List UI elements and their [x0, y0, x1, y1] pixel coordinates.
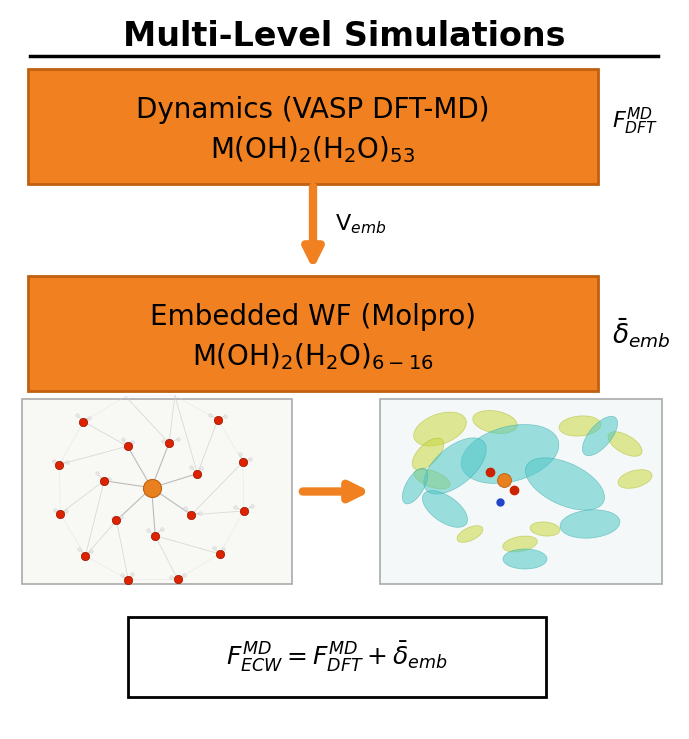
- Text: Embedded WF (Molpro): Embedded WF (Molpro): [150, 304, 476, 331]
- Ellipse shape: [414, 469, 450, 489]
- Text: Dynamics (VASP DFT-MD): Dynamics (VASP DFT-MD): [136, 96, 490, 124]
- Ellipse shape: [560, 510, 620, 538]
- Text: M(OH)$_2$(H$_2$O)$_{6-16}$: M(OH)$_2$(H$_2$O)$_{6-16}$: [192, 341, 434, 372]
- Ellipse shape: [422, 491, 468, 528]
- Ellipse shape: [618, 469, 652, 488]
- Ellipse shape: [559, 416, 601, 436]
- Ellipse shape: [413, 412, 466, 446]
- Text: V$_{emb}$: V$_{emb}$: [335, 212, 387, 236]
- Bar: [22, 399, 292, 584]
- Ellipse shape: [503, 536, 537, 552]
- Ellipse shape: [608, 432, 642, 456]
- Ellipse shape: [412, 438, 444, 470]
- Bar: [28, 69, 598, 184]
- Ellipse shape: [461, 424, 559, 483]
- Bar: [380, 399, 662, 584]
- Ellipse shape: [473, 410, 517, 434]
- Ellipse shape: [582, 416, 617, 456]
- Ellipse shape: [402, 468, 428, 504]
- Bar: [128, 617, 546, 697]
- Ellipse shape: [526, 458, 604, 510]
- Text: Multi-Level Simulations: Multi-Level Simulations: [123, 19, 565, 52]
- Text: $F_{DFT}^{MD}$: $F_{DFT}^{MD}$: [612, 106, 658, 137]
- Text: $\bar{\delta}_{emb}$: $\bar{\delta}_{emb}$: [612, 316, 670, 350]
- Ellipse shape: [530, 522, 560, 536]
- Ellipse shape: [503, 549, 547, 569]
- Text: $F_{ECW}^{MD} = F_{DFT}^{MD} + \bar{\delta}_{emb}$: $F_{ECW}^{MD} = F_{DFT}^{MD} + \bar{\del…: [226, 640, 448, 674]
- Ellipse shape: [457, 525, 483, 542]
- Ellipse shape: [424, 437, 486, 494]
- Bar: [28, 276, 598, 391]
- Text: M(OH)$_2$(H$_2$O)$_{53}$: M(OH)$_2$(H$_2$O)$_{53}$: [210, 134, 415, 165]
